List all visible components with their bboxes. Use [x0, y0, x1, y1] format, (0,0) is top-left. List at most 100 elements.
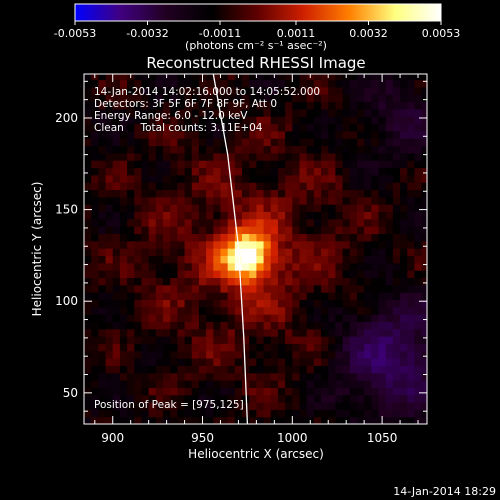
heatmap-cell: [270, 160, 279, 169]
heatmap-cell: [134, 86, 143, 95]
heatmap-cell: [407, 336, 416, 344]
heatmap-cell: [134, 321, 143, 330]
heatmap-cell: [206, 218, 214, 227]
heatmap-cell: [234, 277, 243, 286]
heatmap-cell: [292, 240, 301, 249]
heatmap-cell: [400, 248, 408, 257]
heatmap-cell: [256, 262, 265, 271]
heatmap-cell: [206, 101, 214, 110]
heatmap-cell: [400, 204, 408, 213]
heatmap-cell: [263, 270, 272, 278]
heatmap-cell: [227, 123, 236, 132]
heatmap-cell: [249, 204, 257, 213]
heatmap-cell: [277, 262, 286, 271]
heatmap-cell: [163, 350, 171, 359]
heatmap-cell: [364, 94, 372, 103]
heatmap-cell: [198, 248, 207, 257]
heatmap-cell: [378, 262, 387, 271]
heatmap-cell: [313, 343, 322, 352]
heatmap-cell: [134, 270, 143, 278]
heatmap-cell: [220, 86, 229, 95]
heatmap-cell: [371, 86, 380, 95]
heatmap-cell: [335, 284, 344, 293]
heatmap-cell: [306, 262, 315, 271]
heatmap-cell: [177, 358, 186, 366]
heatmap-cell: [328, 262, 337, 271]
heatmap-cell: [213, 372, 222, 381]
heatmap-cell: [400, 152, 408, 161]
heatmap-cell: [177, 255, 186, 264]
heatmap-cell: [249, 372, 257, 381]
heatmap-cell: [249, 277, 257, 286]
heatmap-cell: [270, 380, 279, 388]
heatmap-cell: [249, 116, 257, 125]
heatmap-cell: [148, 306, 157, 315]
heatmap-cell: [84, 204, 92, 213]
y-tick-label: 200: [55, 111, 78, 125]
heatmap-cell: [263, 130, 272, 139]
heatmap-cell: [184, 306, 193, 315]
heatmap-cell: [220, 101, 229, 110]
heatmap-cell: [84, 358, 92, 366]
heatmap-cell: [148, 167, 157, 176]
heatmap-cell: [119, 167, 128, 176]
heatmap-cell: [292, 160, 301, 169]
heatmap-cell: [263, 306, 272, 315]
heatmap-cell: [234, 233, 243, 242]
heatmap-cell: [227, 314, 236, 322]
heatmap-cell: [285, 262, 293, 271]
heatmap-cell: [270, 86, 279, 95]
heatmap-cell: [277, 380, 286, 388]
heatmap-cell: [256, 196, 265, 205]
heatmap-cell: [299, 262, 308, 271]
heatmap-cell: [277, 248, 286, 257]
heatmap-cell: [364, 196, 372, 205]
heatmap-cell: [299, 270, 308, 278]
heatmap-cell: [242, 365, 250, 374]
heatmap-cell: [407, 189, 416, 198]
heatmap-cell: [84, 160, 92, 169]
heatmap-cell: [270, 248, 279, 257]
heatmap-cell: [227, 211, 236, 220]
heatmap-cell: [270, 372, 279, 381]
heatmap-cell: [421, 270, 427, 278]
heatmap-cell: [213, 189, 222, 198]
heatmap-cell: [163, 262, 171, 271]
heatmap-cell: [407, 226, 416, 235]
heatmap-cell: [306, 328, 315, 337]
heatmap-cell: [328, 167, 337, 176]
heatmap-cell: [191, 284, 200, 293]
heatmap-cell: [163, 123, 171, 132]
heatmap-cell: [421, 292, 427, 300]
heatmap-cell: [148, 152, 157, 161]
heatmap-cell: [163, 328, 171, 337]
heatmap-cell: [242, 174, 250, 183]
heatmap-cell: [198, 350, 207, 359]
heatmap-cell: [105, 314, 114, 322]
heatmap-cell: [141, 328, 150, 337]
heatmap-cell: [385, 94, 394, 103]
heatmap-cell: [299, 372, 308, 381]
heatmap-cell: [349, 299, 358, 308]
heatmap-cell: [277, 196, 286, 205]
heatmap-cell: [285, 328, 293, 337]
heatmap-cell: [306, 108, 315, 117]
heatmap-cell: [177, 409, 186, 418]
heatmap-cell: [414, 343, 423, 352]
heatmap-cell: [234, 292, 243, 300]
heatmap-cell: [270, 240, 279, 249]
heatmap-cell: [378, 189, 387, 198]
heatmap-cell: [127, 218, 135, 227]
heatmap-cell: [392, 116, 401, 125]
heatmap-cell: [378, 314, 387, 322]
heatmap-cell: [163, 240, 171, 249]
heatmap-cell: [84, 152, 92, 161]
heatmap-cell: [421, 196, 427, 205]
heatmap-cell: [127, 101, 135, 110]
heatmap-cell: [378, 402, 387, 410]
heatmap-cell: [270, 358, 279, 366]
heatmap-cell: [349, 130, 358, 139]
heatmap-cell: [163, 226, 171, 235]
heatmap-cell: [105, 196, 114, 205]
